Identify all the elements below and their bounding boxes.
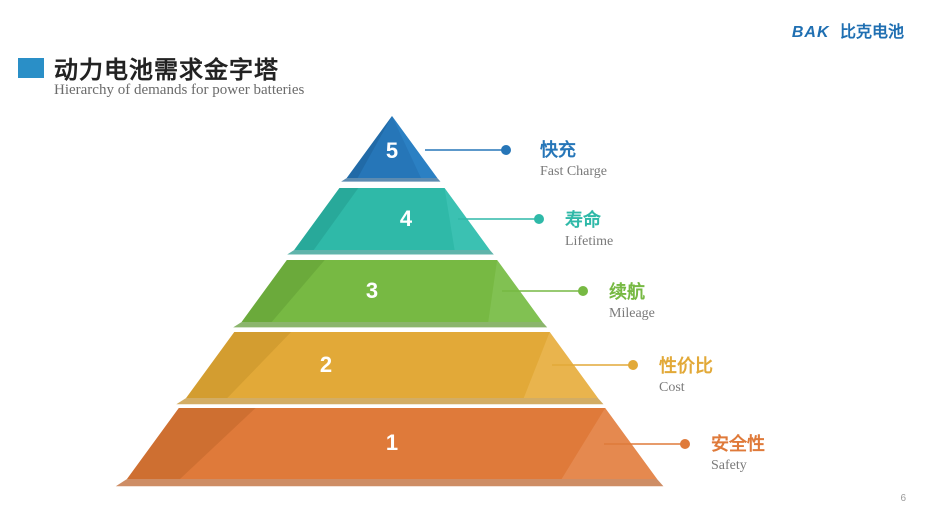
level-label-cn: 性价比 — [659, 352, 713, 378]
pyramid-base-strip — [287, 250, 494, 255]
level-label-en: Lifetime — [565, 234, 613, 250]
pyramid-level-number: 1 — [386, 430, 398, 455]
pyramid-base-strip — [233, 322, 547, 327]
level-label-en: Cost — [659, 380, 713, 396]
pyramid-level-number: 2 — [320, 352, 332, 377]
connector-dot — [534, 214, 544, 224]
pyramid-level-number: 4 — [400, 206, 413, 231]
connector-dot — [578, 286, 588, 296]
level-label-en: Mileage — [609, 306, 655, 322]
slide-root: BAK 比克电池 动力电池需求金字塔 Hierarchy of demands … — [0, 0, 928, 520]
pyramid-level-number: 5 — [386, 138, 398, 163]
connector-dot — [501, 145, 511, 155]
connector-dot — [680, 439, 690, 449]
pyramid-base-strip — [341, 178, 440, 182]
pyramid-level-label: 寿命 Lifetime — [565, 206, 613, 250]
level-label-cn: 寿命 — [565, 206, 613, 232]
page-number: 6 — [900, 493, 906, 504]
connector-dot — [628, 360, 638, 370]
level-label-cn: 快充 — [540, 136, 607, 162]
pyramid-level-label: 性价比 Cost — [659, 352, 713, 396]
pyramid-level-label: 安全性 Safety — [711, 430, 765, 474]
pyramid-level-label: 快充 Fast Charge — [540, 136, 607, 180]
level-label-en: Safety — [711, 458, 765, 474]
level-label-en: Fast Charge — [540, 164, 607, 180]
pyramid-diagram: 5 4 3 2 1 — [0, 0, 928, 520]
level-label-cn: 续航 — [609, 278, 655, 304]
pyramid-level-number: 3 — [366, 278, 378, 303]
level-label-cn: 安全性 — [711, 430, 765, 456]
pyramid-level-label: 续航 Mileage — [609, 278, 655, 322]
pyramid-base-strip — [116, 479, 664, 486]
pyramid-base-strip — [176, 398, 603, 404]
